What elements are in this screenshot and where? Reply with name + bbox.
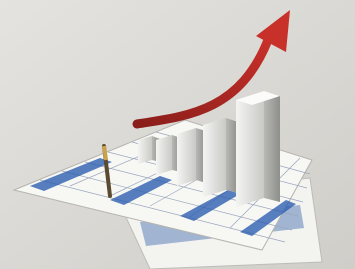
pen-tip xyxy=(104,146,106,160)
illustration xyxy=(0,0,355,269)
page xyxy=(0,0,355,269)
